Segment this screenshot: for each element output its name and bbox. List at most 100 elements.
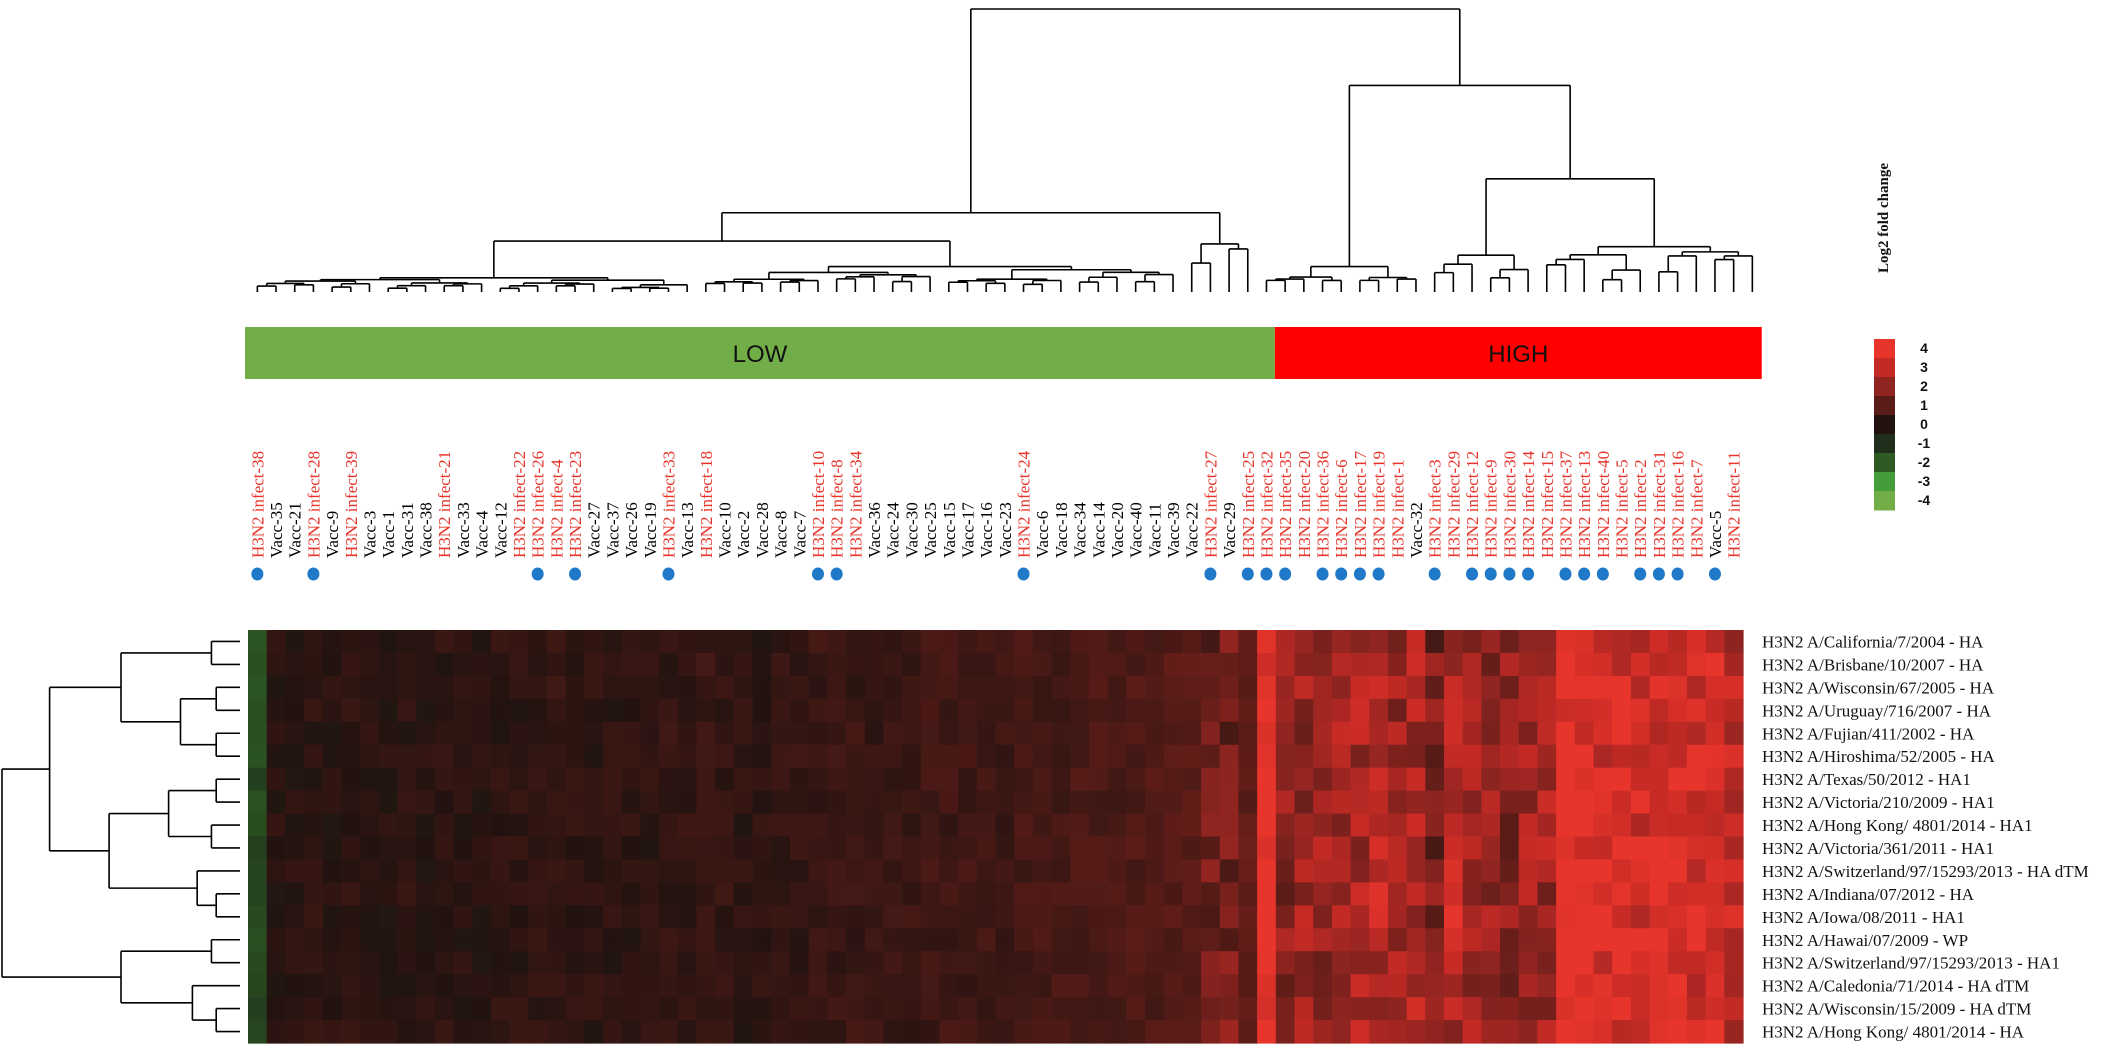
heatmap-cell (490, 790, 511, 815)
legend-tick-label: 0 (1920, 416, 1928, 432)
heatmap-cell (453, 905, 473, 929)
heatmap-cell (322, 698, 343, 723)
heatmap-cell (1425, 997, 1445, 1021)
heatmap-cell (584, 698, 604, 723)
heatmap-cell (1724, 928, 1744, 952)
heatmap-cell (659, 790, 679, 815)
heatmap-cell (509, 836, 529, 861)
heatmap-cell (1201, 974, 1221, 998)
heatmap-cell (1294, 675, 1314, 700)
heatmap-cell (846, 675, 866, 700)
heatmap-cell (621, 928, 642, 952)
heatmap-cell (1425, 630, 1445, 654)
heatmap-cell (1686, 721, 1707, 746)
heatmap-cell (1182, 836, 1202, 861)
heatmap-cell (1219, 767, 1240, 792)
heatmap-cell (1649, 859, 1669, 883)
heatmap-cell (1126, 698, 1146, 723)
heatmap-cell (677, 882, 698, 906)
row-label: H3N2 A/Switzerland/97/15293/2013 - HA dT… (1762, 862, 2089, 881)
heatmap-cell (1500, 698, 1520, 723)
heatmap-cell (1481, 790, 1501, 815)
heatmap-cell (827, 767, 847, 792)
heatmap-cell (883, 859, 903, 883)
heatmap-cell (1145, 630, 1165, 654)
heatmap-cell (453, 744, 473, 769)
heatmap-cell (1219, 630, 1240, 654)
heatmap-cell (1350, 836, 1370, 861)
infect-marker (1428, 567, 1441, 581)
column-label: H3N2 infect-40 (1594, 451, 1613, 558)
heatmap-cell (1219, 951, 1240, 975)
heatmap-cell (1593, 1020, 1613, 1044)
heatmap-cell (1649, 652, 1669, 677)
heatmap-cell (1350, 767, 1370, 792)
column-label: Vacc-15 (940, 502, 959, 558)
heatmap-cell (958, 882, 978, 906)
heatmap-cell (285, 974, 305, 998)
heatmap-cell (733, 744, 754, 769)
heatmap-cell (378, 882, 399, 906)
column-label: Vacc-29 (1220, 502, 1239, 558)
heatmap-cell (1331, 951, 1352, 975)
heatmap-cell (621, 974, 642, 998)
heatmap-cell (1257, 974, 1277, 998)
column-label: Vacc-20 (1108, 502, 1127, 558)
heatmap-cell (939, 905, 959, 929)
heatmap-cell (1574, 1020, 1595, 1044)
heatmap-cell (528, 836, 548, 861)
heatmap-cell (883, 882, 903, 906)
heatmap-cell (1500, 882, 1520, 906)
heatmap-cell (1462, 721, 1482, 746)
heatmap-cell (584, 882, 604, 906)
heatmap-cell (490, 882, 511, 906)
heatmap-cell (1593, 974, 1613, 998)
heatmap-cell (1444, 882, 1464, 906)
legend-swatch (1874, 491, 1895, 511)
heatmap-cell (1537, 928, 1557, 952)
heatmap-cell (920, 905, 941, 929)
heatmap-cell (1294, 951, 1314, 975)
heatmap-cell (1537, 1020, 1557, 1044)
heatmap-cell (659, 813, 679, 838)
heatmap-cell (958, 790, 978, 815)
heatmap-cell (1126, 928, 1146, 952)
heatmap-cell (547, 767, 567, 792)
heatmap-cell (1425, 790, 1445, 815)
heatmap-cell (285, 928, 305, 952)
heatmap-cell (490, 951, 511, 975)
heatmap-cell (341, 767, 361, 792)
heatmap-cell (1462, 767, 1482, 792)
heatmap-cell (976, 951, 997, 975)
heatmap-cell (1724, 905, 1744, 929)
heatmap-cell (1668, 836, 1688, 861)
heatmap-cell (864, 928, 884, 952)
heatmap-cell (1145, 652, 1165, 677)
heatmap-cell (976, 698, 997, 723)
legend-tick-label: -1 (1918, 435, 1931, 451)
heatmap-cell (1088, 721, 1109, 746)
heatmap-cell (472, 630, 492, 654)
heatmap-cell (640, 951, 660, 975)
heatmap-cell (1444, 744, 1464, 769)
column-label: Vacc-22 (1183, 502, 1202, 558)
heatmap-cell (1014, 744, 1034, 769)
heatmap-cell (565, 698, 585, 723)
heatmap-cell (1724, 813, 1744, 838)
heatmap-cell (659, 974, 679, 998)
heatmap-cell (789, 790, 810, 815)
heatmap-cell (995, 905, 1015, 929)
heatmap-cell (752, 997, 772, 1021)
heatmap-cell (621, 744, 642, 769)
infect-marker (1484, 567, 1497, 581)
heatmap-cell (285, 698, 305, 723)
column-dendrogram (256, 8, 1754, 292)
heatmap-cell (864, 767, 884, 792)
heatmap-cell (771, 882, 791, 906)
heatmap-cell (733, 675, 754, 700)
heatmap-cell (397, 698, 417, 723)
heatmap-cell (1145, 836, 1165, 861)
heatmap-cell (248, 836, 268, 861)
heatmap-cell (472, 859, 492, 883)
heatmap-cell (547, 882, 567, 906)
